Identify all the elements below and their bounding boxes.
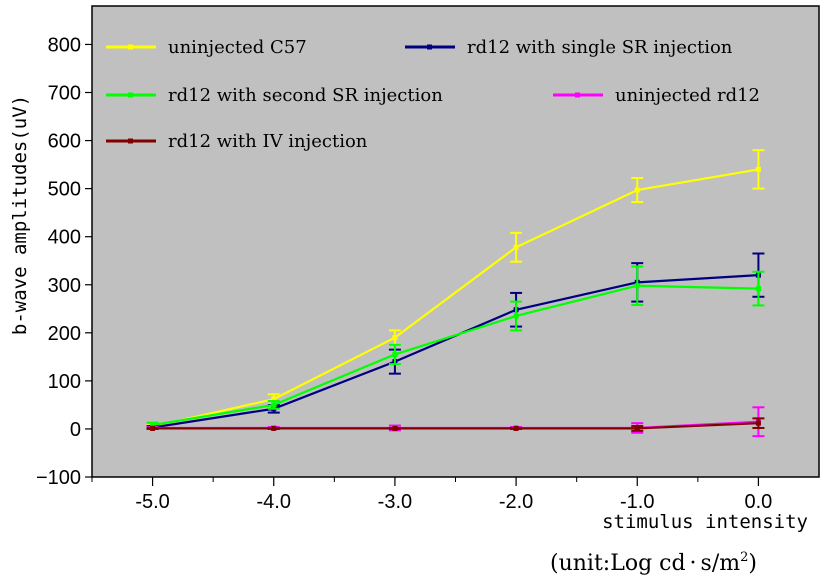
data-point bbox=[150, 425, 156, 431]
legend: uninjected C57 rd12 with single SR inject… bbox=[106, 37, 760, 152]
x-axis-unit: (unit:Log cd · s/m2) bbox=[550, 550, 757, 576]
data-point bbox=[513, 244, 519, 250]
data-point bbox=[634, 425, 640, 431]
series-line bbox=[152, 284, 759, 427]
legend-marker bbox=[128, 92, 133, 98]
legend-marker bbox=[128, 138, 133, 144]
y-tick-label: 200 bbox=[48, 323, 81, 345]
x-tick-label: -3.0 bbox=[378, 491, 412, 513]
y-tick-label: −100 bbox=[36, 467, 81, 489]
y-tick-label: 100 bbox=[48, 371, 81, 393]
x-tick-label: -4.0 bbox=[257, 491, 291, 513]
unit-suffix: s/m bbox=[701, 551, 741, 576]
data-point bbox=[271, 396, 277, 402]
legend-label: uninjected C57 bbox=[168, 37, 307, 58]
y-tick-label: 500 bbox=[48, 179, 81, 201]
data-point bbox=[513, 313, 519, 319]
series-layer bbox=[146, 149, 765, 438]
data-point bbox=[634, 283, 640, 289]
series-5 bbox=[146, 417, 765, 432]
x-tick-label: -1.0 bbox=[620, 491, 654, 513]
legend-item: uninjected C57 bbox=[106, 37, 307, 58]
legend-item: rd12 with single SR injection bbox=[405, 37, 733, 58]
unit-close: ) bbox=[748, 551, 757, 576]
series-3 bbox=[146, 265, 765, 429]
legend-label: rd12 with second SR injection bbox=[168, 85, 443, 106]
legend-label: rd12 with IV injection bbox=[168, 131, 368, 152]
axes: −100 0 100 200 300 400 500 600 700 800 -5.0 -4.0 -3.… bbox=[36, 34, 772, 513]
data-point bbox=[755, 286, 761, 292]
legend-marker bbox=[427, 44, 432, 50]
x-axis-title: stimulus intensity bbox=[602, 511, 808, 533]
y-tick-label: 400 bbox=[48, 227, 81, 249]
data-point bbox=[271, 402, 277, 408]
legend-marker bbox=[575, 92, 580, 98]
legend-item: uninjected rd12 bbox=[553, 85, 760, 106]
series-line bbox=[152, 422, 759, 430]
data-point bbox=[755, 166, 761, 172]
x-tick-label: -5.0 bbox=[135, 491, 169, 513]
y-tick-label: 700 bbox=[48, 83, 81, 105]
y-axis-title: b-wave amplitudes(uV) bbox=[9, 95, 31, 335]
legend-label: uninjected rd12 bbox=[615, 85, 760, 106]
y-tick-label: 0 bbox=[70, 419, 81, 441]
y-tick-label: 300 bbox=[48, 275, 81, 297]
data-point bbox=[392, 335, 398, 341]
series-line bbox=[152, 168, 759, 428]
x-tick-label: -2.0 bbox=[499, 491, 533, 513]
plot-area bbox=[91, 5, 820, 478]
unit-dot: · bbox=[690, 551, 697, 576]
legend-label: rd12 with single SR injection bbox=[467, 37, 733, 58]
data-point bbox=[634, 187, 640, 193]
legend-marker bbox=[128, 44, 133, 50]
data-point bbox=[392, 425, 398, 431]
data-point bbox=[271, 425, 277, 431]
y-tick-label: 800 bbox=[48, 34, 81, 56]
unit-superscript: 2 bbox=[740, 550, 748, 565]
legend-item: rd12 with second SR injection bbox=[106, 85, 443, 106]
data-point bbox=[392, 351, 398, 357]
data-point bbox=[150, 422, 156, 428]
unit-prefix: (unit:Log cd bbox=[550, 551, 686, 576]
data-point bbox=[755, 420, 761, 426]
x-tick-label: 0.0 bbox=[745, 491, 773, 513]
legend-item: rd12 with IV injection bbox=[106, 131, 368, 152]
data-point bbox=[513, 425, 519, 431]
y-tick-label: 600 bbox=[48, 131, 81, 153]
